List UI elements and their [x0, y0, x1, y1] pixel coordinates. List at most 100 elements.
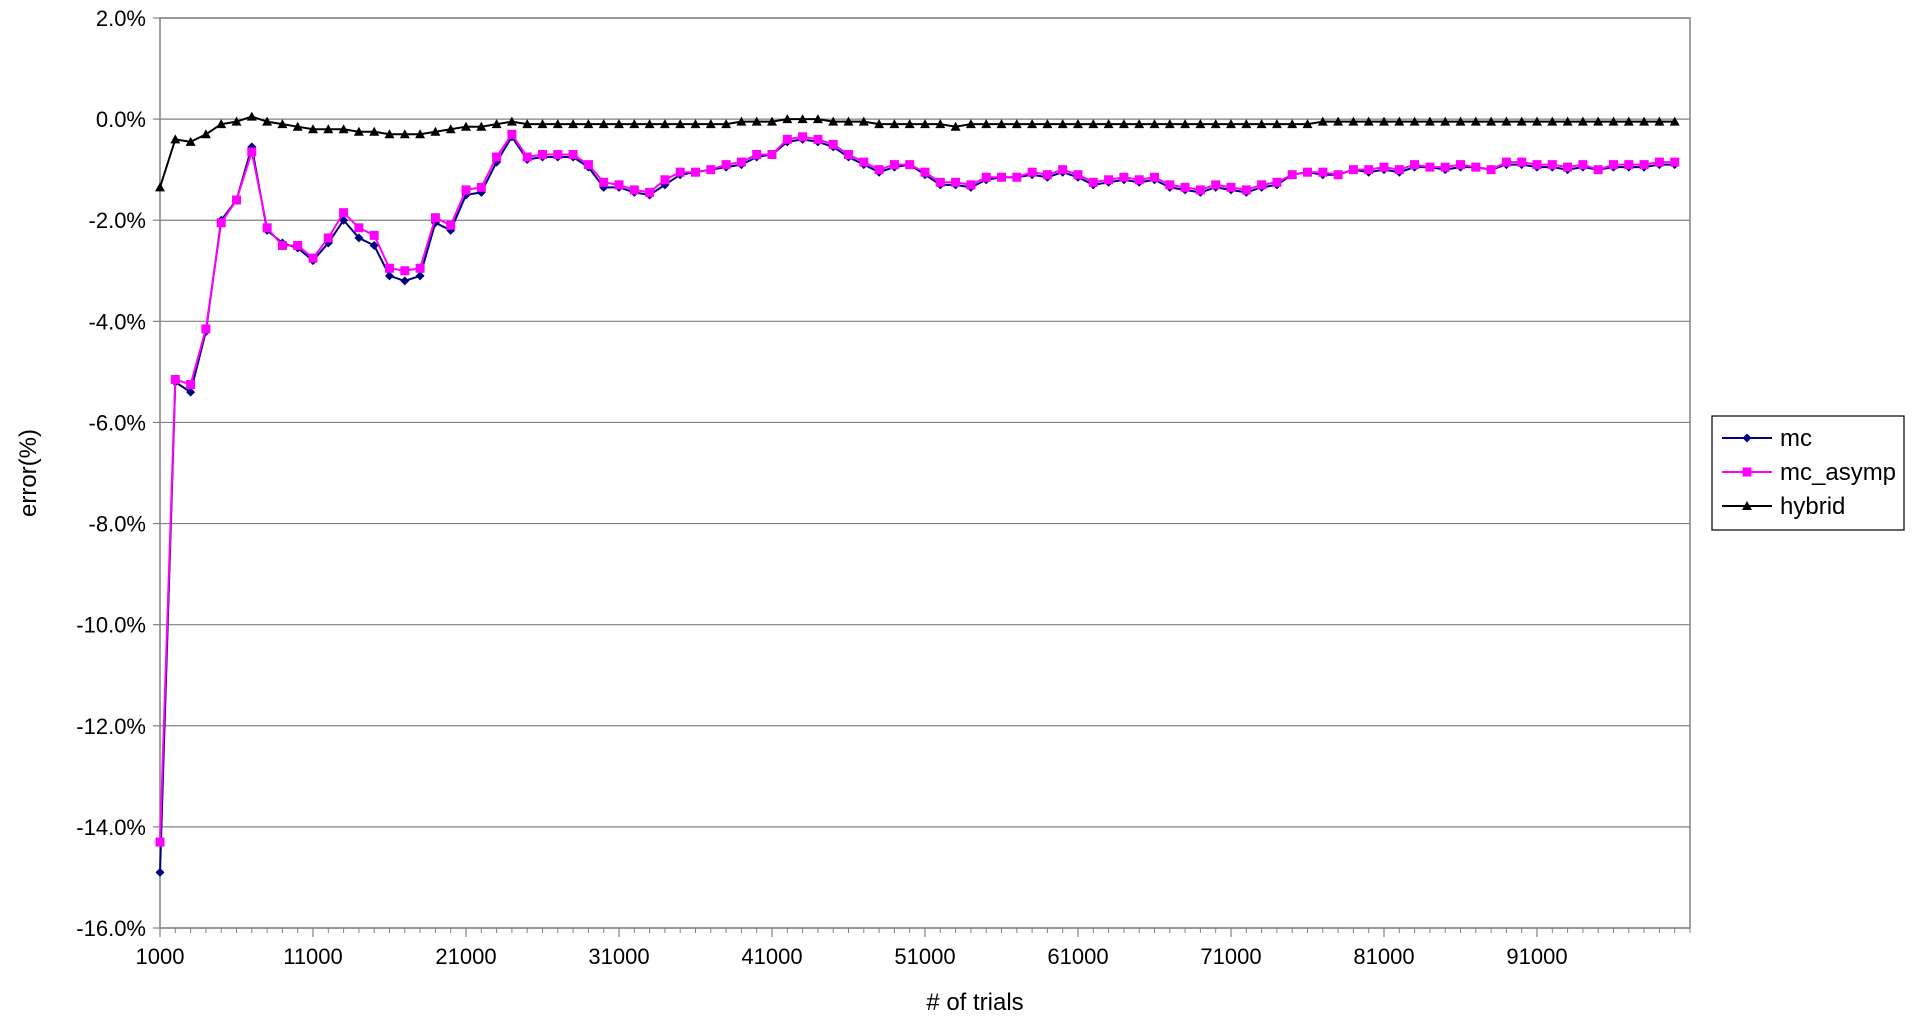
plot-area-frame	[159, 17, 1691, 929]
data-point	[660, 175, 670, 185]
data-point	[598, 119, 609, 129]
data-point	[1118, 119, 1129, 129]
data-point	[1027, 119, 1038, 129]
data-point	[583, 160, 593, 170]
y-tick-label: -2.0%	[89, 208, 146, 233]
y-axis-ticks: 2.0% 0.0% -2.0% -4.0% -6.0% -8.0% -10.0% -12.0%…	[76, 6, 160, 941]
data-point	[1532, 116, 1542, 126]
data-point	[951, 177, 961, 187]
data-point	[997, 172, 1006, 182]
data-point	[1180, 119, 1191, 129]
data-point	[1119, 172, 1129, 182]
data-point	[415, 271, 425, 281]
data-point	[1088, 119, 1099, 129]
legend-item: mc	[1722, 425, 1812, 452]
data-point	[874, 165, 884, 175]
data-point	[323, 124, 334, 134]
data-point	[170, 374, 180, 384]
data-point	[1409, 116, 1420, 126]
data-point	[155, 182, 165, 192]
legend-label: mc_asymp	[1780, 459, 1896, 486]
data-point	[1654, 116, 1665, 126]
data-point	[1058, 165, 1068, 175]
x-tick-label: 91000	[1506, 944, 1567, 969]
y-tick-label: -12.0%	[76, 714, 146, 739]
data-point	[430, 126, 441, 136]
data-point	[1011, 119, 1022, 129]
data-point	[614, 180, 624, 190]
data-point	[568, 119, 579, 129]
series-line	[159, 134, 1675, 873]
data-point	[629, 119, 640, 129]
data-point	[385, 271, 394, 281]
data-point	[277, 241, 287, 250]
data-point	[782, 134, 792, 144]
data-point	[843, 116, 854, 126]
data-point	[1272, 177, 1282, 187]
data-point	[262, 223, 272, 233]
data-point	[614, 119, 624, 129]
data-point	[384, 129, 395, 139]
data-point	[889, 160, 899, 170]
data-point	[1364, 165, 1374, 175]
data-point	[828, 139, 838, 149]
data-point	[767, 116, 777, 126]
data-point	[1057, 119, 1068, 129]
data-point	[446, 220, 456, 230]
data-point	[1639, 116, 1650, 126]
data-point	[812, 114, 823, 124]
data-point	[813, 134, 823, 144]
data-point	[1562, 116, 1573, 126]
data-point	[1180, 182, 1190, 192]
x-tick-label: 31000	[588, 944, 649, 969]
data-point	[476, 121, 487, 131]
data-point	[232, 195, 241, 205]
data-point	[1532, 160, 1542, 170]
data-point	[1318, 167, 1328, 177]
data-point	[599, 177, 609, 187]
data-point	[293, 241, 303, 250]
legend-marker	[1742, 501, 1752, 510]
data-point	[1608, 116, 1619, 126]
data-point	[1211, 180, 1221, 190]
data-point	[1303, 167, 1312, 177]
x-tick-label: 81000	[1353, 944, 1414, 969]
data-point	[1149, 119, 1160, 129]
series-layer	[155, 111, 1680, 877]
data-point	[461, 121, 471, 131]
data-point	[1517, 157, 1527, 167]
data-point	[920, 119, 930, 129]
x-axis-ticks: 1000 11000 21000 31000 41000 51000 61000 71000 8…	[136, 928, 1691, 969]
series-mc-asymp	[155, 129, 1680, 847]
data-point	[1593, 165, 1603, 175]
data-point	[262, 116, 273, 126]
data-point	[308, 124, 318, 134]
data-point	[1164, 119, 1175, 129]
data-point	[859, 157, 869, 167]
x-tick-label: 11000	[283, 944, 343, 969]
data-point	[721, 160, 731, 170]
legend-label: hybrid	[1780, 493, 1845, 520]
series-line	[159, 132, 1675, 843]
series-line	[159, 115, 1675, 188]
data-point	[935, 119, 946, 129]
data-point	[1486, 116, 1497, 126]
data-point	[1471, 162, 1481, 172]
data-point	[844, 150, 853, 159]
x-tick-label: 61000	[1047, 944, 1108, 969]
data-point	[1623, 116, 1634, 126]
x-tick-label: 51000	[894, 944, 955, 969]
data-point	[216, 218, 226, 228]
data-point	[675, 167, 685, 177]
data-point	[1516, 116, 1527, 126]
data-point	[1104, 175, 1114, 185]
data-point	[1624, 160, 1634, 170]
data-point	[721, 119, 732, 129]
data-point	[1226, 119, 1236, 129]
data-point	[690, 119, 701, 129]
data-point	[552, 119, 563, 129]
data-point	[1150, 172, 1159, 182]
data-point	[522, 152, 532, 162]
y-tick-label: -6.0%	[89, 410, 146, 435]
